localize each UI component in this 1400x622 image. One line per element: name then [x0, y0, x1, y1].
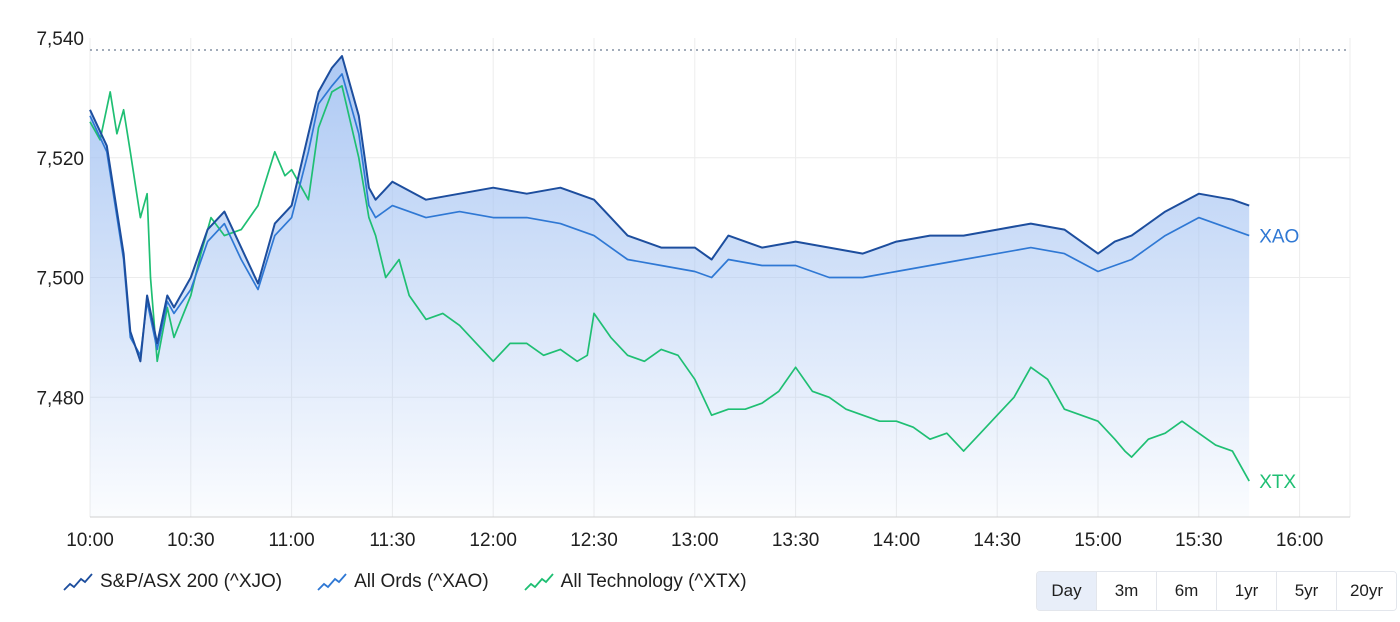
- range-button-3m[interactable]: 3m: [1096, 572, 1156, 610]
- legend-item-xtx[interactable]: All Technology (^XTX): [523, 570, 747, 594]
- series-area-0: [90, 56, 1250, 517]
- x-tick-label-11: 15:30: [1175, 530, 1223, 551]
- series-line-0: [89, 55, 1250, 363]
- series-end-label-1: XAO: [1259, 227, 1299, 248]
- legend-item-xao[interactable]: All Ords (^XAO): [316, 570, 489, 594]
- legend-item-xjo[interactable]: S&P/ASX 200 (^XJO): [62, 570, 282, 594]
- chart-axes: 7,480 7,500 7,520 7,540 10:00 10:30 11:00 11:30…: [36, 29, 1350, 551]
- legend-label-xao: All Ords (^XAO): [354, 571, 489, 592]
- legend-line-icon-xtx: [524, 573, 554, 591]
- legend-label-xtx: All Technology (^XTX): [560, 571, 747, 592]
- range-button-20yr[interactable]: 20yr: [1336, 572, 1396, 610]
- series-line-1: [89, 73, 1250, 357]
- x-tick-label-4: 12:00: [469, 530, 517, 551]
- x-tick-label-2: 11:00: [269, 530, 315, 551]
- range-button-5yr[interactable]: 5yr: [1276, 572, 1336, 610]
- x-tick-label-0: 10:00: [66, 530, 114, 551]
- chart-legend: S&P/ASX 200 (^XJO) All Ords (^XAO) All T…: [62, 570, 747, 594]
- x-tick-label-7: 13:30: [772, 530, 820, 551]
- range-button-day[interactable]: Day: [1037, 572, 1096, 610]
- y-tick-label-2: 7,520: [36, 149, 84, 170]
- legend-line-icon-xjo: [63, 573, 93, 591]
- x-tick-label-1: 10:30: [167, 530, 215, 551]
- range-button-6m[interactable]: 6m: [1156, 572, 1216, 610]
- legend-line-icon-xao: [317, 573, 347, 591]
- x-tick-label-3: 11:30: [369, 530, 415, 551]
- legend-label-xjo: S&P/ASX 200 (^XJO): [100, 571, 283, 592]
- x-tick-label-12: 16:00: [1276, 530, 1324, 551]
- x-tick-label-6: 13:00: [671, 530, 719, 551]
- y-tick-label-1: 7,500: [36, 269, 84, 290]
- range-button-1yr[interactable]: 1yr: [1216, 572, 1276, 610]
- time-range-selector: Day 3m 6m 1yr 5yr 20yr: [1036, 571, 1397, 611]
- chart-marks: XTX XAO: [89, 55, 1299, 517]
- x-tick-label-8: 14:00: [873, 530, 921, 551]
- y-tick-label-0: 7,480: [36, 388, 84, 409]
- series-end-label-2: XTX: [1259, 472, 1296, 493]
- x-tick-label-5: 12:30: [570, 530, 618, 551]
- x-tick-label-9: 14:30: [973, 530, 1021, 551]
- x-tick-label-10: 15:00: [1074, 530, 1122, 551]
- y-tick-label-3: 7,540: [36, 29, 84, 50]
